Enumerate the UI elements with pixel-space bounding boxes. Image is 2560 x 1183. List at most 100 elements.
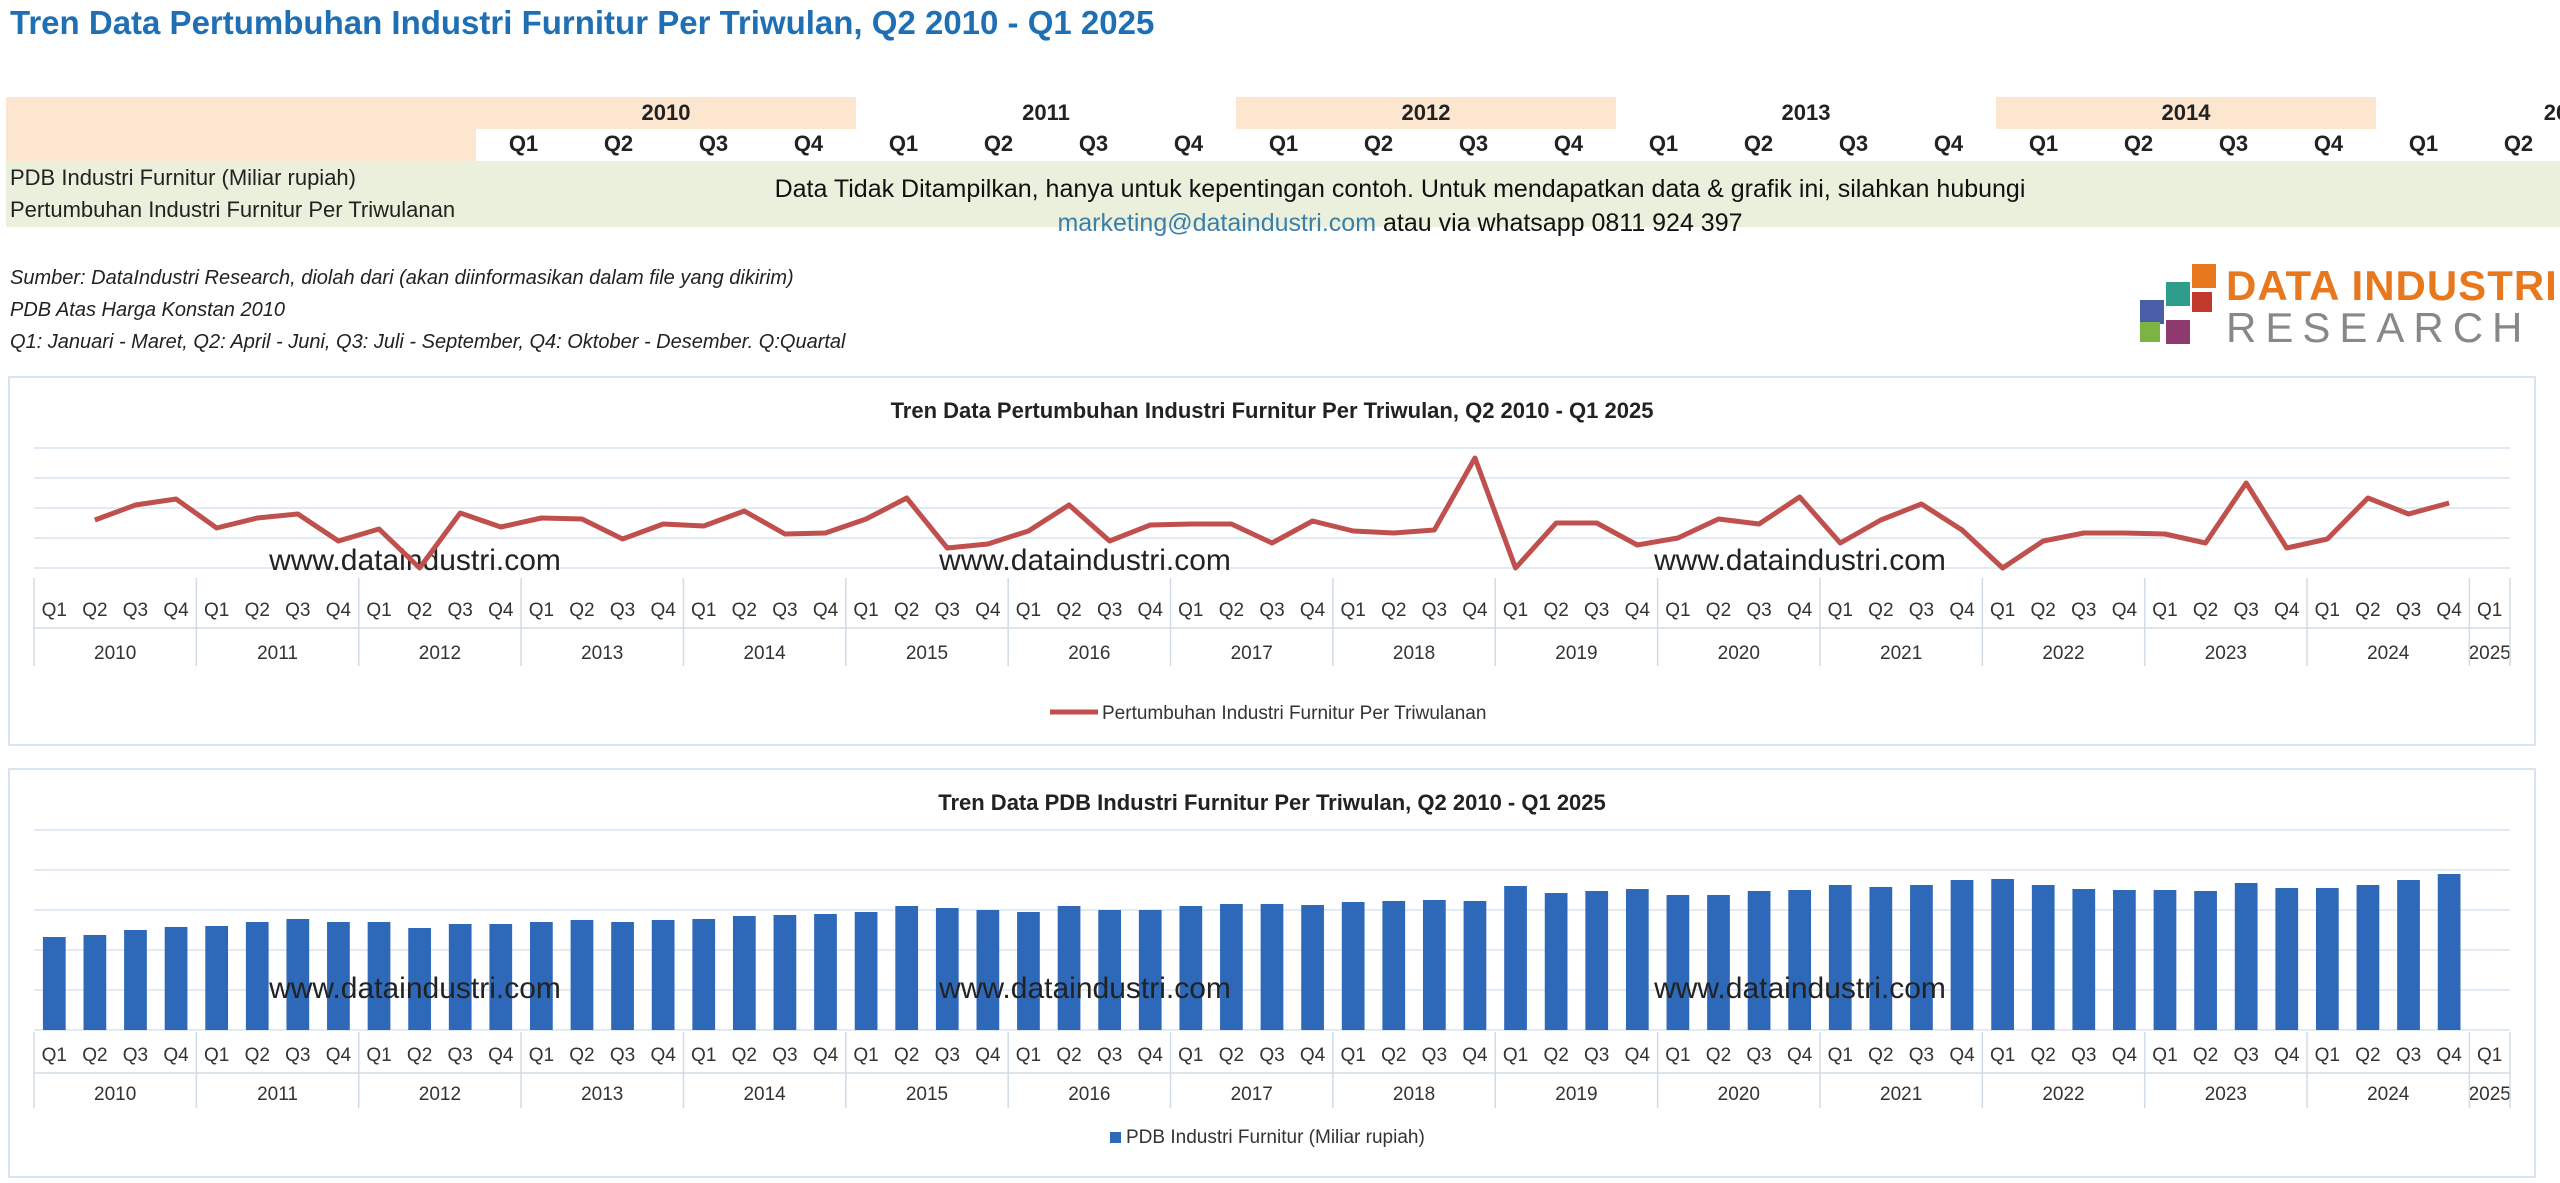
- x-year-label: 2013: [581, 1084, 623, 1105]
- gdp-bar: [489, 924, 513, 1030]
- x-tick-label: Q1: [2315, 600, 2340, 621]
- table-quarter-header: Q1: [1648, 131, 1679, 156]
- x-tick-label: Q1: [1016, 1045, 1041, 1066]
- x-tick-label: Q1: [366, 600, 391, 621]
- x-tick-label: Q3: [1422, 1045, 1447, 1066]
- gdp-bar: [1017, 912, 1040, 1030]
- gdp-bar: [732, 916, 756, 1030]
- x-tick-label: Q2: [82, 600, 107, 621]
- gdp-bar: [570, 920, 594, 1030]
- watermark-text: www.dataindustri.com: [268, 972, 561, 1005]
- x-tick-label: Q4: [488, 1045, 514, 1066]
- x-tick-label: Q2: [82, 1045, 107, 1066]
- x-tick-label: Q4: [650, 1045, 676, 1066]
- bar-series: [42, 874, 2461, 1030]
- gdp-bar: [1301, 905, 1324, 1030]
- gdp-bar: [1138, 910, 1162, 1030]
- gdp-bar: [42, 937, 66, 1030]
- notice-line2: marketing@dataindustri.com atau via what…: [700, 206, 2100, 240]
- x-tick-label: Q2: [245, 1045, 270, 1066]
- table-quarter-header: Q1: [888, 131, 919, 156]
- gdp-bar: [611, 922, 634, 1030]
- x-tick-label: Q2: [2031, 600, 2056, 621]
- x-year-label: 2013: [581, 643, 623, 664]
- x-tick-label: Q4: [1787, 1045, 1813, 1066]
- x-tick-label: Q3: [1097, 600, 1122, 621]
- x-tick-label: Q1: [529, 600, 554, 621]
- legend-label: Pertumbuhan Industri Furnitur Per Triwul…: [1102, 703, 1486, 724]
- x-year-label: 2025: [2469, 1084, 2511, 1105]
- x-year-label: 2025: [2469, 643, 2511, 664]
- notice-line1: Data Tidak Ditampilkan, hanya untuk kepe…: [774, 175, 2026, 203]
- x-tick-label: Q2: [2031, 1045, 2056, 1066]
- x-tick-label: Q1: [1665, 600, 1690, 621]
- table-year-header: 2012: [1401, 100, 1451, 125]
- contact-email-link[interactable]: marketing@dataindustri.com: [1057, 209, 1377, 237]
- x-tick-label: Q4: [1625, 600, 1651, 621]
- gdp-bar: [1057, 906, 1081, 1030]
- gdp-bar: [1504, 886, 1527, 1030]
- gdp-bar: [164, 927, 188, 1030]
- gdp-bar: [854, 912, 878, 1030]
- gdp-bar: [1828, 885, 1852, 1030]
- x-year-label: 2016: [1068, 643, 1110, 664]
- table-quarter-header: Q2: [2503, 131, 2534, 156]
- x-tick-label: Q4: [1138, 1045, 1164, 1066]
- x-tick-label: Q3: [285, 600, 310, 621]
- x-tick-label: Q1: [1990, 600, 2015, 621]
- x-tick-label: Q1: [1990, 1045, 2015, 1066]
- table-year-header: 2010: [641, 100, 691, 125]
- x-tick-label: Q3: [448, 1045, 473, 1066]
- page-title: Tren Data Pertumbuhan Industri Furnitur …: [10, 4, 1155, 41]
- x-year-label: 2010: [94, 1084, 136, 1105]
- gdp-bar: [1991, 879, 2014, 1030]
- x-tick-label: Q2: [1381, 1045, 1406, 1066]
- table-year-band: [1616, 97, 1996, 129]
- x-year-label: 2014: [743, 643, 786, 664]
- x-tick-label: Q4: [1462, 1045, 1488, 1066]
- table-quarter-header: Q1: [2408, 131, 2439, 156]
- x-tick-label: Q4: [326, 600, 352, 621]
- x-tick-label: Q4: [2274, 600, 2300, 621]
- gdp-bar: [1666, 895, 1690, 1030]
- x-tick-label: Q4: [1300, 600, 1326, 621]
- x-tick-label: Q1: [1828, 1045, 1853, 1066]
- x-tick-label: Q2: [245, 600, 270, 621]
- table-row-label: PDB Industri Furnitur (Miliar rupiah): [10, 165, 356, 190]
- x-tick-label: Q3: [610, 600, 635, 621]
- x-tick-label: Q1: [1016, 600, 1041, 621]
- gdp-bar: [1098, 910, 1122, 1030]
- gdp-bar: [408, 928, 431, 1030]
- x-year-label: 2012: [419, 643, 461, 664]
- gdp-bar: [367, 922, 391, 1030]
- table-quarter-header: Q4: [1933, 131, 1964, 156]
- x-year-label: 2010: [94, 643, 136, 664]
- gdp-bar: [2113, 890, 2136, 1030]
- x-tick-label: Q2: [407, 600, 432, 621]
- gdp-bar: [1260, 904, 1284, 1030]
- x-tick-label: Q4: [1138, 600, 1164, 621]
- growth-chart-panel: Tren Data Pertumbuhan Industri Furnitur …: [8, 376, 2536, 746]
- table-row-label: Pertumbuhan Industri Furnitur Per Triwul…: [10, 197, 456, 222]
- x-tick-label: Q1: [204, 1045, 229, 1066]
- note-source: Sumber: DataIndustri Research, diolah da…: [10, 267, 794, 289]
- x-tick-label: Q2: [569, 1045, 594, 1066]
- x-tick-label: Q3: [2233, 1045, 2258, 1066]
- x-tick-label: Q4: [163, 600, 189, 621]
- x-tick-label: Q4: [1949, 1045, 1975, 1066]
- x-tick-label: Q2: [1381, 600, 1406, 621]
- table-data-rows: PDB Industri Furnitur (Miliar rupiah) Per…: [6, 161, 2560, 227]
- gdp-bar: [205, 926, 229, 1030]
- table-quarter-header: Q1: [2028, 131, 2059, 156]
- x-tick-label: Q3: [1909, 1045, 1934, 1066]
- table-quarter-header: Q2: [1743, 131, 1774, 156]
- table-quarter-header: Q4: [1173, 131, 1204, 156]
- x-tick-label: Q1: [2477, 1045, 2502, 1066]
- x-tick-label: Q3: [1584, 1045, 1609, 1066]
- x-tick-label: Q3: [123, 600, 148, 621]
- gdp-bar: [327, 922, 350, 1030]
- x-tick-label: Q2: [732, 600, 757, 621]
- x-tick-label: Q4: [2436, 1045, 2462, 1066]
- x-tick-label: Q3: [935, 1045, 960, 1066]
- x-tick-label: Q3: [2233, 600, 2258, 621]
